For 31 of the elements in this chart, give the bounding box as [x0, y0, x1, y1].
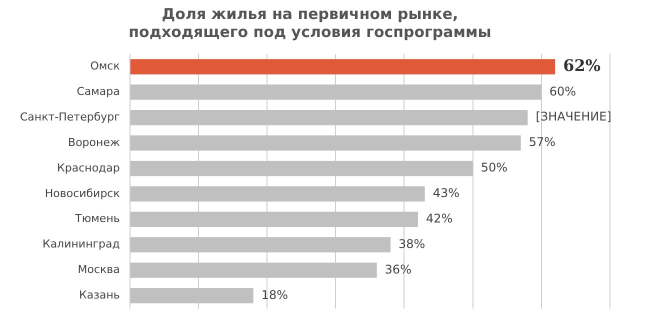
data-label: 57% [528, 135, 556, 150]
data-label: 38% [398, 236, 426, 251]
y-tick-label: Калининград [42, 238, 120, 251]
y-tick-label: Тюмень [74, 212, 120, 226]
bar [130, 186, 425, 202]
data-label: 42% [426, 211, 453, 226]
bar [130, 262, 377, 278]
y-tick-label: Краснодар [57, 161, 120, 174]
data-label: 60% [549, 84, 576, 98]
y-tick-label: Москва [78, 263, 120, 276]
data-label: 43% [432, 186, 460, 200]
y-tick-label: Новосибирск [44, 186, 120, 200]
y-tick-label: Самара [76, 85, 120, 98]
bar [130, 212, 418, 227]
bar [130, 288, 254, 304]
y-tick-label: Воронеж [68, 136, 120, 149]
bar [130, 84, 542, 100]
data-label: 62% [563, 56, 601, 75]
chart-title: Доля жилья на первичном рынке, подходящего под условия госпрограммы [128, 4, 492, 41]
bar [130, 160, 473, 176]
y-tick-label: Омск [90, 60, 120, 73]
bar [130, 237, 391, 252]
data-label: 36% [384, 262, 412, 276]
y-tick-label: Санкт-Петербург [20, 110, 120, 124]
y-tick-label: Казань [79, 288, 120, 302]
data-label: 50% [480, 160, 508, 175]
data-label: [ЗНАЧЕНИЕ] [536, 110, 612, 124]
data-label: 18% [261, 288, 288, 302]
bar [130, 135, 521, 151]
bar [130, 59, 556, 74]
bar [130, 110, 528, 126]
